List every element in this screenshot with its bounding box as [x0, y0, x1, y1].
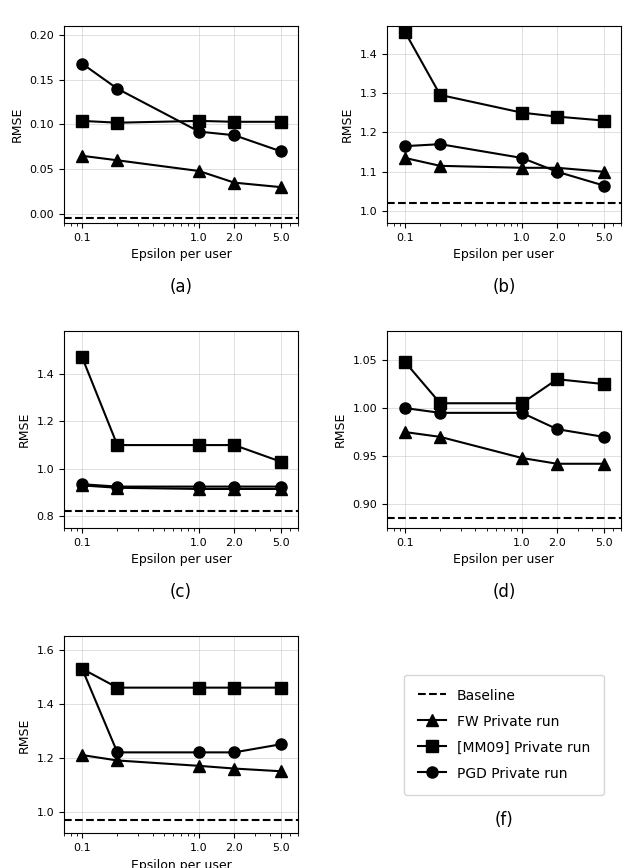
Text: (d): (d) — [492, 583, 515, 602]
Text: (c): (c) — [170, 583, 192, 602]
Y-axis label: RMSE: RMSE — [18, 717, 31, 753]
Legend: Baseline, FW Private run, [MM09] Private run, PGD Private run: Baseline, FW Private run, [MM09] Private… — [404, 674, 604, 795]
X-axis label: Epsilon per user: Epsilon per user — [131, 554, 231, 567]
Y-axis label: RMSE: RMSE — [18, 412, 31, 447]
X-axis label: Epsilon per user: Epsilon per user — [454, 554, 554, 567]
X-axis label: Epsilon per user: Epsilon per user — [131, 248, 231, 261]
Y-axis label: RMSE: RMSE — [334, 412, 347, 447]
Y-axis label: RMSE: RMSE — [341, 107, 354, 142]
Text: (a): (a) — [170, 278, 193, 296]
Y-axis label: RMSE: RMSE — [11, 107, 24, 142]
X-axis label: Epsilon per user: Epsilon per user — [454, 248, 554, 261]
Text: (b): (b) — [492, 278, 515, 296]
Text: (f): (f) — [495, 812, 513, 829]
X-axis label: Epsilon per user: Epsilon per user — [131, 858, 231, 868]
